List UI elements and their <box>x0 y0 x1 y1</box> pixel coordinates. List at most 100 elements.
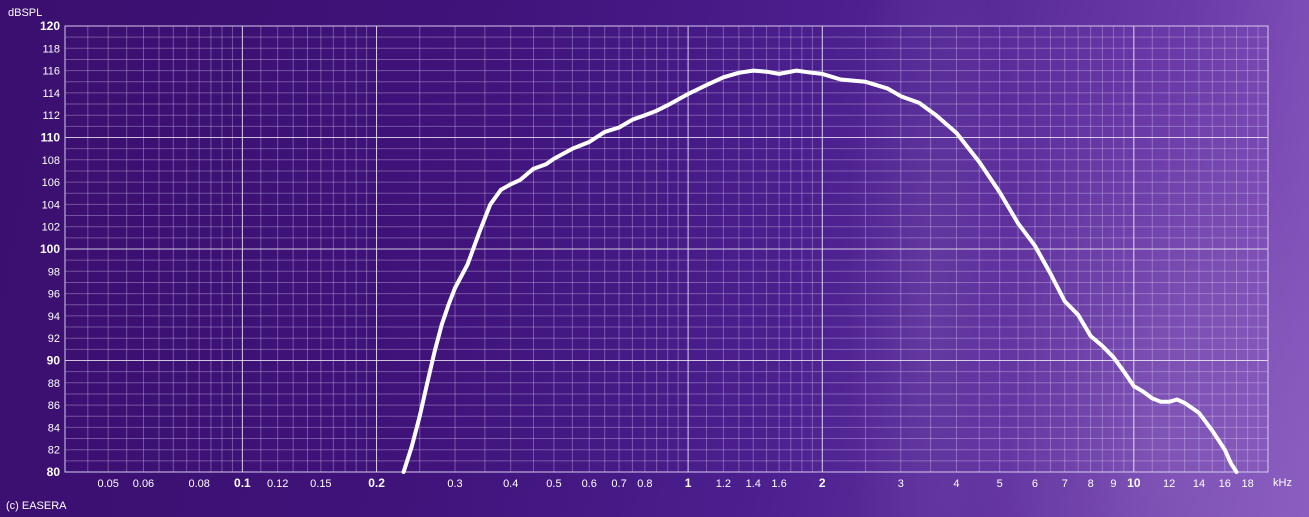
x-tick-label: 1.6 <box>771 478 786 490</box>
data-point <box>402 470 406 474</box>
y-tick-label: 110 <box>41 131 61 145</box>
data-point <box>899 94 903 98</box>
x-tick-label: 0.2 <box>368 476 385 490</box>
data-point <box>603 130 607 134</box>
data-point <box>705 83 708 87</box>
data-point <box>425 381 429 385</box>
data-point <box>643 113 647 117</box>
x-tick-label: 0.4 <box>503 478 518 490</box>
data-point <box>518 178 522 182</box>
data-point <box>810 71 814 75</box>
y-tick-label: 114 <box>42 88 60 100</box>
x-tick-label: 2 <box>819 476 826 490</box>
y-tick-label: 82 <box>48 445 60 457</box>
x-tick-label: 7 <box>1062 478 1068 490</box>
data-point <box>777 72 781 76</box>
data-point <box>955 131 958 135</box>
data-point <box>885 86 889 90</box>
x-tick-label: 8 <box>1088 478 1094 490</box>
data-point <box>1229 461 1233 465</box>
data-point <box>765 70 769 74</box>
data-point <box>839 78 843 81</box>
data-point <box>433 350 437 354</box>
x-tick-label: 0.6 <box>582 478 597 490</box>
x-tick-label: 0.12 <box>267 478 288 490</box>
plot-frame <box>64 25 1269 473</box>
data-point <box>440 323 444 327</box>
x-tick-label: 0.8 <box>637 478 652 490</box>
data-point <box>1175 398 1179 401</box>
data-point <box>587 140 591 144</box>
data-point <box>447 303 450 307</box>
data-point <box>721 75 725 79</box>
data-point <box>410 444 414 448</box>
y-tick-label: 116 <box>42 66 60 78</box>
data-point <box>488 202 492 206</box>
data-point <box>1223 448 1227 452</box>
x-tick-label: 9 <box>1110 478 1116 490</box>
x-axis-label: kHz <box>1273 477 1292 489</box>
copyright-text: (c) EASERA <box>6 500 67 512</box>
data-point <box>1141 390 1145 394</box>
x-tick-label: 6 <box>1032 478 1038 490</box>
data-point <box>544 162 548 166</box>
data-point <box>794 69 798 73</box>
x-tick-label: 0.06 <box>133 478 154 490</box>
data-point <box>1089 334 1093 338</box>
x-tick-label: 3 <box>898 478 904 490</box>
x-tick-label: 12 <box>1163 478 1175 490</box>
data-point <box>1159 400 1163 404</box>
y-tick-label: 98 <box>48 266 60 278</box>
data-point <box>570 147 574 151</box>
data-point <box>1132 384 1136 388</box>
y-tick-label: 90 <box>47 354 61 368</box>
x-axis-tick-labels: 0.05 0.06 0.08 0.1 0.12 0.15 0.2 0.3 0.4 0.5 0.6 0.… <box>97 476 1253 490</box>
data-point <box>630 118 634 122</box>
x-tick-label: 10 <box>1127 476 1141 490</box>
y-tick-label: 84 <box>48 422 60 434</box>
data-point <box>1111 355 1115 359</box>
data-point <box>1100 344 1104 348</box>
x-tick-label: 18 <box>1241 478 1253 490</box>
data-point <box>1122 370 1126 374</box>
y-tick-label: 102 <box>42 222 60 234</box>
x-tick-label: 0.15 <box>310 478 331 490</box>
data-point <box>1197 411 1201 415</box>
y-axis-label: dBSPL <box>8 7 42 19</box>
x-tick-label: 4 <box>953 478 959 490</box>
data-point <box>1048 272 1052 275</box>
x-tick-label: 0.1 <box>234 476 251 490</box>
data-point <box>820 72 824 76</box>
data-point <box>499 188 503 192</box>
data-point <box>1016 221 1020 225</box>
data-point <box>418 414 422 418</box>
data-point <box>466 263 469 267</box>
series-layer <box>401 68 1239 474</box>
data-point <box>998 190 1002 194</box>
x-tick-label: 5 <box>997 478 1003 490</box>
y-tick-label: 108 <box>42 155 60 167</box>
y-tick-label: 92 <box>48 333 60 345</box>
data-point <box>477 230 481 234</box>
data-point <box>532 167 535 171</box>
y-tick-label: 118 <box>42 43 60 55</box>
y-tick-label: 106 <box>42 177 60 189</box>
data-point <box>1167 400 1171 404</box>
y-tick-label: 96 <box>48 289 60 301</box>
data-point <box>751 69 755 73</box>
data-point <box>864 80 867 84</box>
y-tick-label: 112 <box>42 110 60 122</box>
x-tick-label: 1.2 <box>716 478 731 490</box>
x-tick-label: 0.7 <box>611 478 626 490</box>
y-tick-label: 80 <box>47 465 61 479</box>
data-point <box>934 113 938 117</box>
data-point <box>1210 429 1214 433</box>
data-point <box>552 157 556 161</box>
x-tick-label: 1.4 <box>746 478 761 490</box>
data-point <box>1063 299 1067 303</box>
data-point <box>509 182 513 186</box>
y-tick-label: 120 <box>40 19 60 33</box>
data-point <box>1183 401 1187 405</box>
